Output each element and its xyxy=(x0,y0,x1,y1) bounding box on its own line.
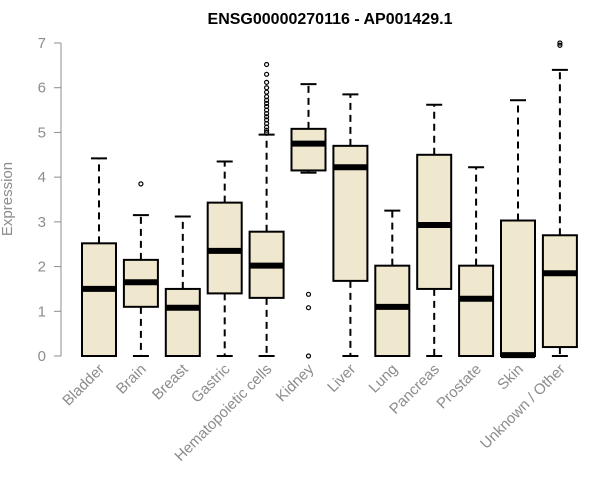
outlier-point xyxy=(138,181,144,187)
y-tick-label: 3 xyxy=(38,214,46,231)
outlier-point xyxy=(305,291,312,297)
box-iqr xyxy=(290,127,327,172)
y-tick-label: 4 xyxy=(38,169,46,186)
box-iqr xyxy=(541,234,578,349)
y-tick-label: 6 xyxy=(38,80,46,97)
box-hematopoietic-cells xyxy=(248,61,285,357)
chart-title: ENSG00000270116 - AP001429.1 xyxy=(208,11,453,28)
outlier-point xyxy=(264,127,270,133)
outlier-point xyxy=(264,103,270,110)
box-iqr xyxy=(500,219,536,357)
y-tick-label: 0 xyxy=(38,348,46,365)
outlier-point xyxy=(264,129,270,136)
box-unknown-other xyxy=(541,40,578,357)
y-axis-ticks: 0 1 2 3 4 5 6 7 xyxy=(38,35,61,365)
outlier-point xyxy=(264,61,270,68)
box-iqr xyxy=(81,242,117,358)
x-tick-label: Lung xyxy=(366,361,402,397)
box-iqr xyxy=(416,153,453,290)
box-gastric xyxy=(206,160,243,357)
outlier-point xyxy=(305,305,312,311)
plot-area xyxy=(81,40,578,359)
x-tick-label: Skin xyxy=(494,361,527,394)
outlier-point xyxy=(557,40,563,46)
y-tick-label: 2 xyxy=(38,259,46,276)
box-prostate xyxy=(458,166,495,358)
x-tick-label: Brain xyxy=(113,361,150,398)
box-bladder xyxy=(81,157,117,358)
y-axis: 0 1 2 3 4 5 6 7 xyxy=(38,35,62,365)
box-lung xyxy=(374,209,411,358)
outlier-point xyxy=(305,353,312,359)
outlier-point xyxy=(264,85,270,91)
box-breast xyxy=(164,215,201,357)
box-skin xyxy=(500,99,536,359)
outlier-point xyxy=(264,114,270,120)
y-tick-label: 5 xyxy=(38,124,46,141)
outlier-point xyxy=(264,79,270,85)
outlier-point xyxy=(264,117,270,123)
box-iqr xyxy=(374,264,411,358)
outlier-point xyxy=(557,42,563,48)
box-brain xyxy=(122,181,159,357)
outlier-point xyxy=(264,89,270,95)
x-tick-label: Breast xyxy=(149,360,192,403)
box-kidney xyxy=(290,83,327,359)
outlier-point xyxy=(264,71,270,77)
box-liver xyxy=(332,93,369,357)
outlier-point xyxy=(264,100,270,106)
x-tick-label: Prostate xyxy=(433,361,485,413)
x-tick-label: Kidney xyxy=(273,360,318,405)
x-tick-label: Liver xyxy=(324,361,359,396)
box-iqr xyxy=(458,264,495,358)
box-pancreas xyxy=(416,103,453,357)
box-iqr xyxy=(164,287,201,357)
y-tick-label: 7 xyxy=(38,35,46,52)
outlier-point xyxy=(264,94,270,100)
y-tick-label: 1 xyxy=(38,303,46,320)
y-axis-label: Expression xyxy=(0,162,16,236)
x-tick-label: Bladder xyxy=(59,361,108,410)
